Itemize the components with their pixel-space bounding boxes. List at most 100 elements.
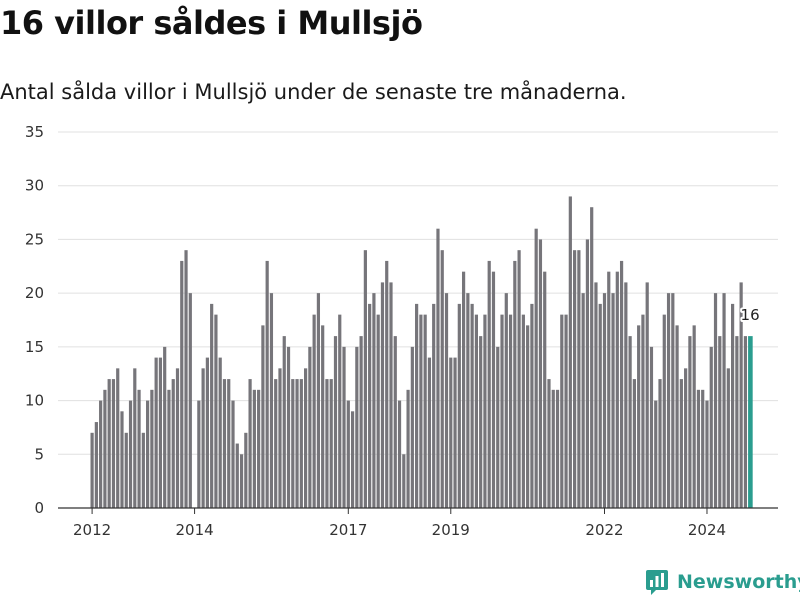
y-tick-label: 25 <box>25 230 44 248</box>
bar <box>205 357 209 508</box>
bar <box>235 443 239 508</box>
bar <box>474 314 478 508</box>
y-tick-label: 20 <box>25 284 44 302</box>
bar <box>227 379 231 508</box>
data-label: 16 <box>741 306 760 324</box>
bar <box>581 293 585 508</box>
bar <box>743 336 748 508</box>
bar <box>534 228 538 508</box>
bar <box>184 250 188 508</box>
bar <box>684 368 688 508</box>
bar <box>346 400 350 508</box>
bar <box>637 325 641 508</box>
bar <box>410 346 414 508</box>
bar <box>201 368 205 508</box>
bar <box>555 389 560 508</box>
bar <box>666 293 671 508</box>
bar <box>286 346 291 508</box>
bar <box>662 314 666 508</box>
bar <box>628 336 632 508</box>
x-tick-label: 2012 <box>73 521 111 539</box>
bar <box>214 314 218 508</box>
bar <box>269 293 274 508</box>
bar <box>218 357 222 508</box>
bar <box>342 346 346 508</box>
bar <box>389 282 393 508</box>
bar <box>163 346 167 508</box>
bar <box>231 400 235 508</box>
bar <box>701 389 705 508</box>
bar <box>496 346 500 508</box>
bar <box>641 314 645 508</box>
bar <box>103 389 107 508</box>
bar <box>705 400 709 508</box>
bar <box>291 379 295 508</box>
bar <box>137 389 141 508</box>
bar <box>530 303 534 508</box>
bar <box>508 314 513 508</box>
bar <box>111 379 116 508</box>
bar <box>722 293 726 508</box>
bar <box>299 379 303 508</box>
bar <box>543 271 547 508</box>
bar <box>239 454 244 508</box>
bar <box>359 336 363 508</box>
bar <box>99 400 103 508</box>
bar <box>521 314 525 508</box>
bar <box>350 411 355 508</box>
bar <box>615 271 619 508</box>
bar <box>590 207 594 508</box>
bar <box>679 379 683 508</box>
bar <box>611 293 615 508</box>
y-tick-label: 15 <box>25 338 44 356</box>
newsworthy-logo-icon <box>646 570 668 595</box>
bar <box>624 282 628 508</box>
bar <box>171 379 175 508</box>
bar <box>696 389 701 508</box>
bar <box>316 293 321 508</box>
y-tick-label: 0 <box>34 499 44 517</box>
bar <box>594 282 598 508</box>
bar <box>483 314 487 508</box>
bar <box>504 293 508 508</box>
bar <box>141 432 145 508</box>
bar <box>500 314 504 508</box>
bar <box>167 389 171 508</box>
x-tick-label: 2024 <box>688 521 726 539</box>
bar <box>585 239 590 508</box>
bar <box>457 303 461 508</box>
bar <box>602 293 607 508</box>
bar <box>116 368 120 508</box>
bar <box>333 336 338 508</box>
bar <box>713 293 718 508</box>
bar <box>107 379 111 508</box>
bar <box>491 271 496 508</box>
x-tick-label: 2014 <box>175 521 213 539</box>
bar <box>380 282 385 508</box>
page-subtitle: Antal sålda villor i Mullsjö under de se… <box>0 80 627 104</box>
bar <box>466 293 470 508</box>
y-tick-label: 35 <box>25 123 44 141</box>
bar <box>197 400 201 508</box>
bar <box>649 346 654 508</box>
bar <box>598 303 602 508</box>
bar <box>427 357 432 508</box>
brand-name: Newsworthy <box>677 571 800 593</box>
bar <box>675 325 679 508</box>
bar <box>423 314 427 508</box>
bar <box>393 336 397 508</box>
bar <box>265 260 269 508</box>
bar <box>363 250 367 508</box>
bar <box>453 357 457 508</box>
bar <box>739 282 743 508</box>
bar <box>278 368 282 508</box>
bar <box>654 400 658 508</box>
bar <box>261 325 265 508</box>
bar <box>90 432 94 508</box>
bar <box>551 389 555 508</box>
bar <box>128 400 133 508</box>
bar <box>368 303 372 508</box>
page-title: 16 villor såldes i Mullsjö <box>0 4 423 42</box>
bar <box>397 400 402 508</box>
